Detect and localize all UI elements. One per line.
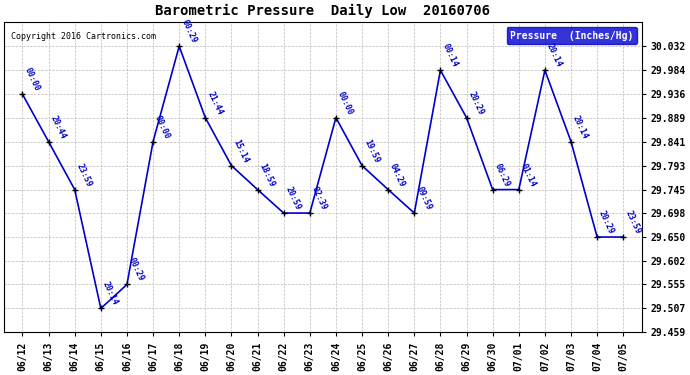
Text: 23:59: 23:59 [623, 209, 642, 236]
Text: 00:29: 00:29 [179, 18, 198, 45]
Legend: Pressure  (Inches/Hg): Pressure (Inches/Hg) [506, 27, 637, 44]
Text: 20:44: 20:44 [48, 114, 68, 140]
Text: 00:00: 00:00 [153, 114, 172, 140]
Text: 00:29: 00:29 [127, 256, 146, 283]
Text: 20:14: 20:14 [101, 280, 119, 307]
Text: 19:59: 19:59 [362, 138, 381, 164]
Text: 20:14: 20:14 [571, 114, 590, 140]
Text: 15:14: 15:14 [231, 138, 250, 164]
Text: 23:59: 23:59 [75, 162, 93, 188]
Text: 18:59: 18:59 [257, 162, 276, 188]
Text: 02:39: 02:39 [310, 185, 328, 211]
Text: 20:29: 20:29 [466, 90, 485, 116]
Text: 09:59: 09:59 [414, 185, 433, 211]
Text: 00:00: 00:00 [336, 90, 355, 116]
Text: 20:29: 20:29 [597, 209, 616, 236]
Title: Barometric Pressure  Daily Low  20160706: Barometric Pressure Daily Low 20160706 [155, 4, 491, 18]
Text: 00:14: 00:14 [440, 42, 459, 69]
Text: 01:14: 01:14 [519, 162, 538, 188]
Text: 06:29: 06:29 [493, 162, 511, 188]
Text: 20:59: 20:59 [284, 185, 302, 211]
Text: 04:29: 04:29 [388, 162, 407, 188]
Text: 20:14: 20:14 [545, 42, 564, 69]
Text: Copyright 2016 Cartronics.com: Copyright 2016 Cartronics.com [10, 32, 155, 40]
Text: 00:00: 00:00 [23, 66, 41, 93]
Text: 21:44: 21:44 [206, 90, 224, 116]
